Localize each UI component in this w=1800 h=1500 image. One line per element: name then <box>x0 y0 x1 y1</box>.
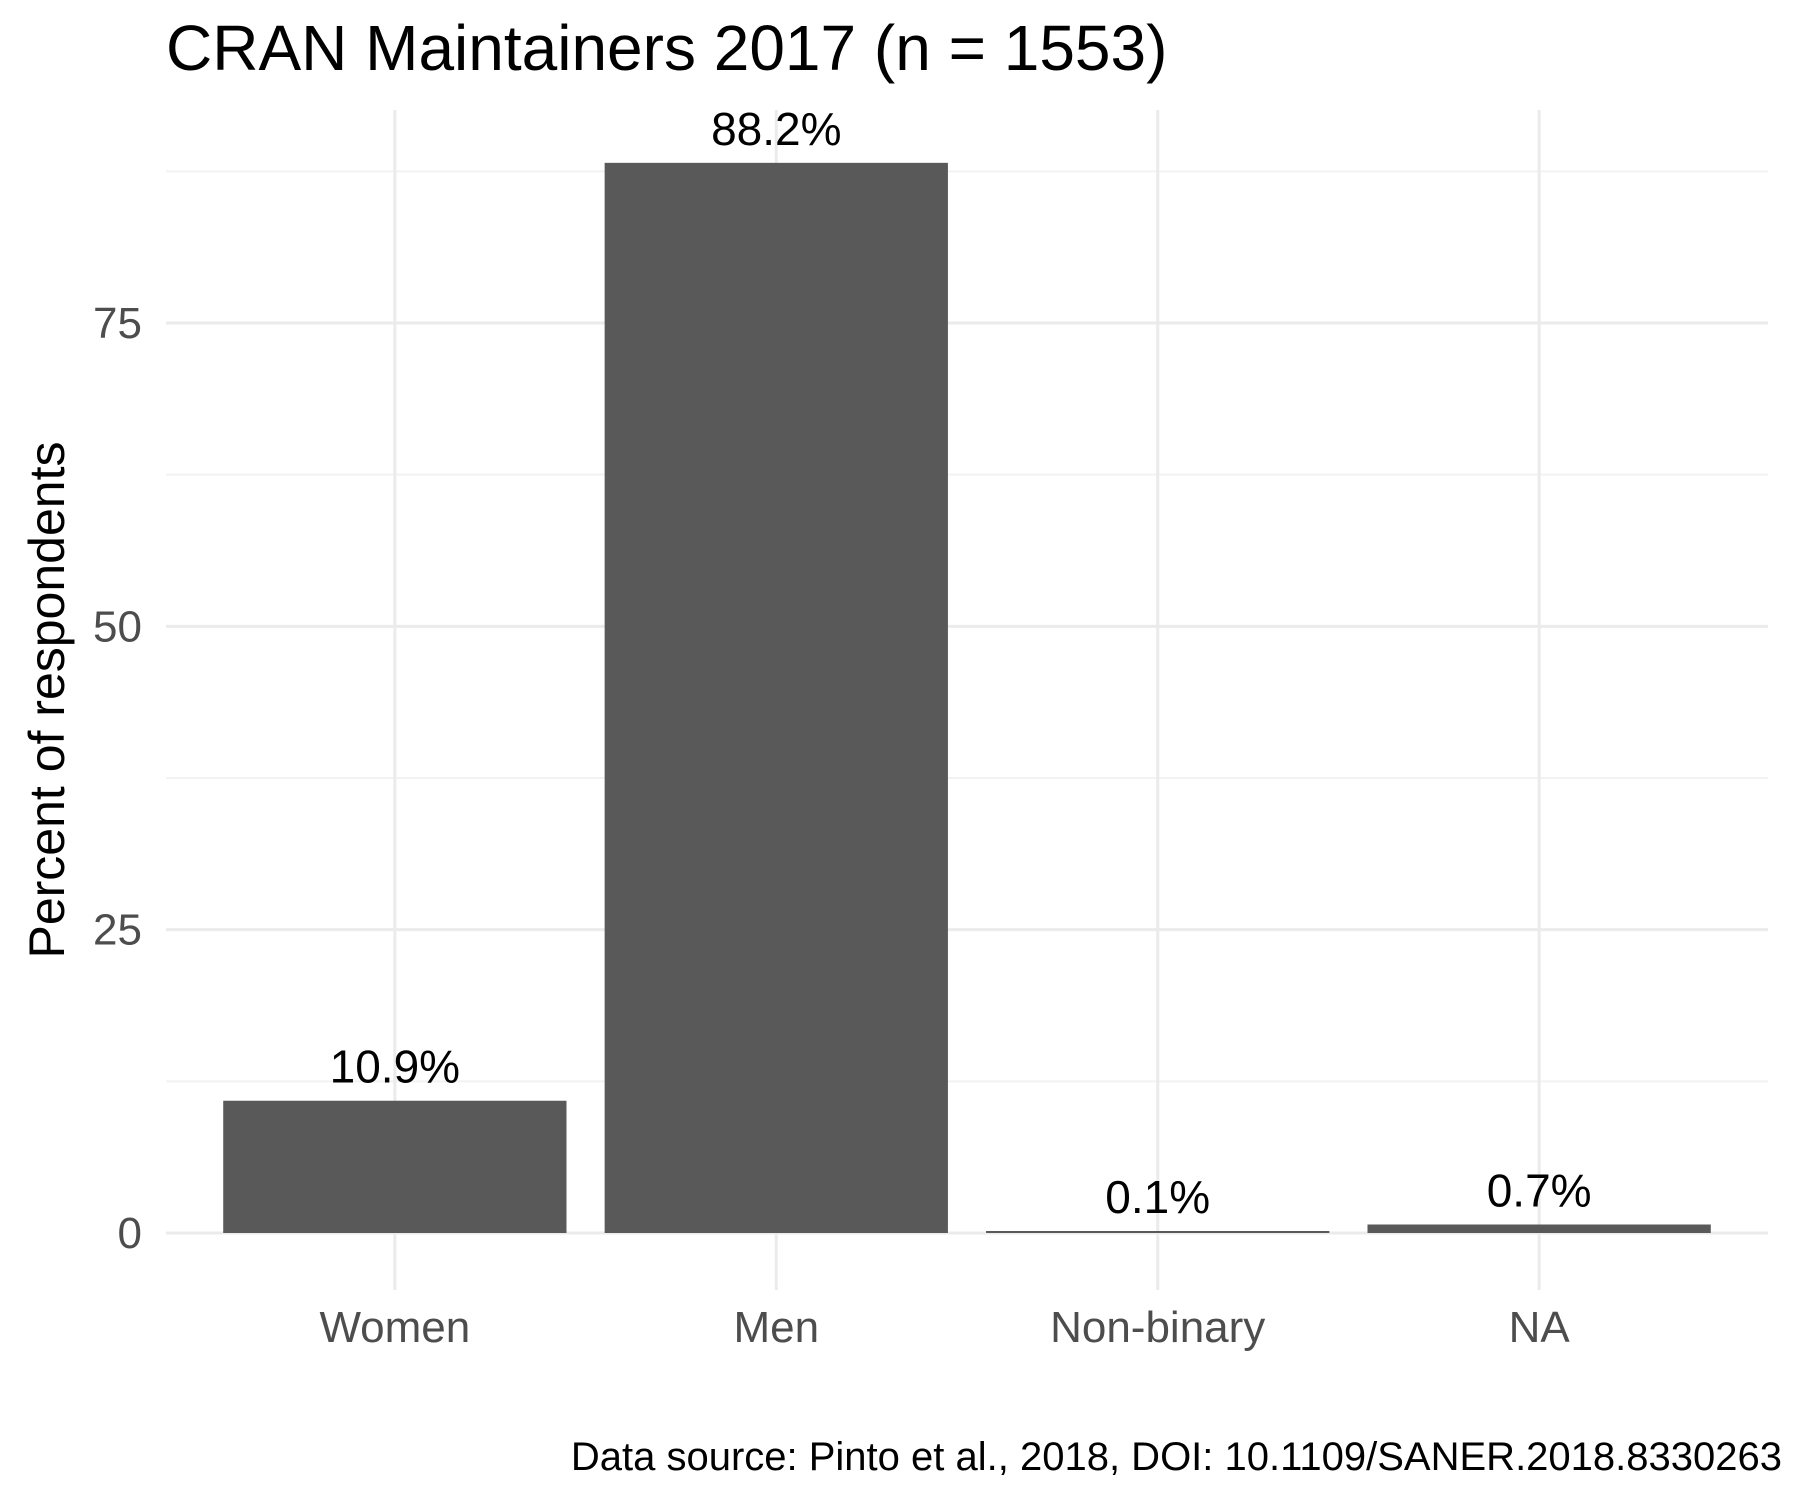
bars <box>223 162 1711 1234</box>
data-label: 0.7% <box>1487 1165 1592 1217</box>
data-label: 10.9% <box>330 1041 460 1093</box>
y-axis-ticks: 0 25 50 75 <box>93 299 142 1258</box>
bar-men <box>604 162 948 1234</box>
bar-na <box>1367 1224 1711 1233</box>
chart-caption: Data source: Pinto et al., 2018, DOI: 10… <box>571 1435 1782 1479</box>
data-label: 88.2% <box>711 103 841 155</box>
x-tick-label: Non-binary <box>1050 1303 1265 1352</box>
data-labels: 10.9% 88.2% 0.1% 0.7% <box>330 103 1592 1223</box>
x-tick-label: Women <box>319 1303 470 1352</box>
y-tick-label: 75 <box>93 299 142 348</box>
y-tick-label: 25 <box>93 906 142 955</box>
chart-title: CRAN Maintainers 2017 (n = 1553) <box>166 12 1167 84</box>
bar-women <box>223 1100 567 1233</box>
x-tick-label: Men <box>733 1303 819 1352</box>
data-label: 0.1% <box>1105 1171 1210 1223</box>
bar-non-binary <box>986 1231 1330 1233</box>
y-axis-label: Percent of respondents <box>19 442 75 959</box>
y-tick-label: 50 <box>93 602 142 651</box>
x-tick-label: NA <box>1509 1303 1571 1352</box>
x-axis-ticks: Women Men Non-binary NA <box>319 1303 1570 1352</box>
y-tick-label: 0 <box>118 1209 142 1258</box>
